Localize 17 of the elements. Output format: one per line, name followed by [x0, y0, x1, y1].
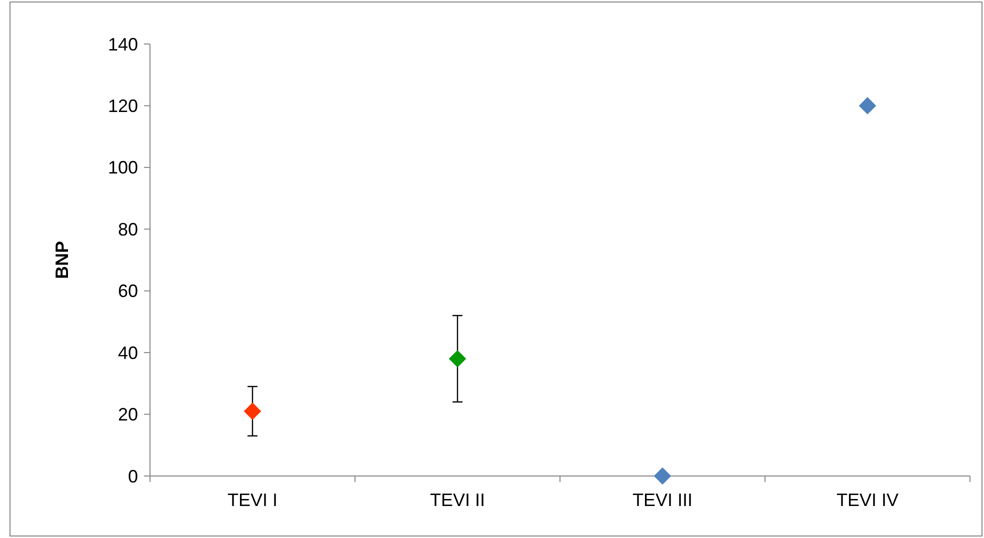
x-tick-label: TEVI II — [430, 490, 486, 510]
y-tick-label: 60 — [118, 281, 138, 302]
y-tick-label: 20 — [118, 404, 138, 425]
y-tick-label: 40 — [118, 342, 138, 363]
x-tick-label: TEVI IV — [836, 490, 899, 510]
y-axis-title: BNP — [52, 240, 72, 280]
y-tick-label: 140 — [108, 34, 138, 54]
y-tick-label: 0 — [128, 466, 138, 486]
point — [654, 467, 672, 485]
y-tick-label: 80 — [118, 219, 138, 240]
y-tick-label: 120 — [108, 96, 138, 116]
point — [448, 350, 466, 368]
point — [858, 97, 876, 114]
x-tick-label: TEVI I — [227, 490, 278, 510]
x-tick-label: TEVI III — [632, 490, 693, 510]
y-tick-label: 100 — [108, 158, 138, 178]
point — [244, 402, 262, 420]
